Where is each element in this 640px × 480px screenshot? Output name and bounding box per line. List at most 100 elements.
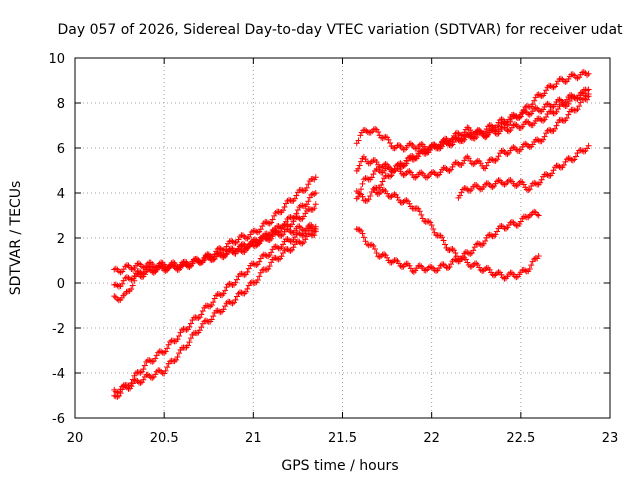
x-tick-label: 22.5 bbox=[506, 431, 535, 446]
data-point-marker bbox=[275, 256, 282, 263]
data-point-marker bbox=[367, 129, 374, 136]
data-point-marker bbox=[266, 252, 273, 259]
data-point-marker bbox=[449, 163, 456, 170]
data-point-marker bbox=[379, 135, 386, 142]
y-tick-label: -2 bbox=[52, 322, 65, 337]
data-point-marker bbox=[410, 269, 417, 276]
data-point-marker bbox=[410, 174, 417, 181]
data-point-marker bbox=[468, 263, 475, 270]
data-point-marker bbox=[394, 194, 401, 201]
data-point-marker bbox=[492, 231, 499, 238]
data-point-marker bbox=[131, 277, 138, 284]
data-point-marker bbox=[452, 134, 459, 141]
data-point-marker bbox=[513, 274, 520, 281]
data-point-marker bbox=[283, 200, 290, 207]
data-point-marker bbox=[288, 221, 295, 228]
data-point-marker bbox=[293, 192, 300, 199]
data-point-marker bbox=[156, 367, 163, 374]
data-point-marker bbox=[563, 114, 570, 121]
data-point-marker bbox=[468, 249, 475, 256]
data-point-marker bbox=[442, 164, 449, 171]
data-point-marker bbox=[437, 169, 444, 176]
data-point-marker bbox=[485, 180, 492, 187]
data-point-marker bbox=[526, 212, 533, 219]
data-point-marker bbox=[476, 185, 483, 192]
data-point-marker bbox=[187, 335, 194, 342]
data-point-marker bbox=[128, 276, 135, 283]
data-point-marker bbox=[149, 358, 156, 365]
data-point-marker bbox=[416, 208, 423, 215]
data-point-marker bbox=[278, 253, 285, 260]
data-point-marker bbox=[147, 374, 154, 381]
data-point-marker bbox=[393, 257, 399, 264]
data-point-marker bbox=[359, 230, 366, 237]
data-point-marker bbox=[152, 371, 159, 378]
data-point-marker bbox=[137, 369, 144, 376]
data-point-marker bbox=[550, 167, 557, 174]
data-point-marker bbox=[537, 179, 544, 186]
data-point-marker bbox=[379, 178, 386, 185]
data-point-marker bbox=[241, 271, 248, 278]
data-point-marker bbox=[552, 101, 559, 108]
data-point-marker bbox=[162, 267, 169, 274]
data-point-marker bbox=[122, 263, 129, 270]
data-point-marker bbox=[303, 201, 310, 208]
data-point-marker bbox=[550, 84, 557, 91]
data-point-marker bbox=[187, 320, 194, 327]
data-point-marker bbox=[140, 376, 147, 383]
data-point-marker bbox=[162, 348, 169, 355]
data-point-marker bbox=[286, 196, 292, 203]
data-point-marker bbox=[208, 302, 215, 309]
series-track-m bbox=[455, 142, 592, 201]
data-point-marker bbox=[505, 116, 512, 123]
data-point-marker bbox=[284, 246, 291, 253]
data-point-marker bbox=[365, 196, 372, 203]
data-point-marker bbox=[268, 259, 275, 266]
data-point-marker bbox=[473, 181, 480, 188]
data-point-marker bbox=[278, 244, 285, 251]
data-point-marker bbox=[397, 262, 404, 269]
data-point-marker bbox=[517, 178, 524, 185]
data-point-marker bbox=[256, 273, 263, 280]
x-tick-label: 20.5 bbox=[150, 431, 179, 446]
data-point-marker bbox=[186, 323, 193, 330]
data-point-marker bbox=[501, 181, 508, 188]
data-point-marker bbox=[540, 136, 547, 143]
data-point-marker bbox=[251, 243, 258, 250]
x-tick-label: 22 bbox=[423, 431, 440, 446]
data-point-marker bbox=[425, 218, 432, 225]
data-point-marker bbox=[373, 249, 380, 256]
y-tick-label: 4 bbox=[57, 187, 65, 202]
data-point-marker bbox=[385, 136, 392, 143]
data-point-marker bbox=[500, 147, 506, 154]
x-tick-label: 20 bbox=[67, 431, 84, 446]
data-point-marker bbox=[364, 175, 371, 182]
data-point-marker bbox=[562, 158, 569, 165]
data-point-marker bbox=[222, 303, 229, 310]
data-point-marker bbox=[358, 186, 365, 193]
data-point-marker bbox=[244, 268, 251, 275]
data-point-marker bbox=[211, 295, 218, 302]
series-track-k bbox=[353, 208, 542, 276]
series-track-h bbox=[353, 68, 592, 154]
data-point-marker bbox=[367, 160, 374, 167]
data-point-marker bbox=[312, 190, 319, 196]
data-point-marker bbox=[280, 241, 287, 248]
data-point-marker bbox=[278, 225, 285, 232]
data-point-marker bbox=[360, 234, 367, 241]
data-point-marker bbox=[269, 216, 276, 223]
data-point-marker bbox=[526, 103, 533, 110]
data-point-marker bbox=[546, 126, 553, 133]
data-point-marker bbox=[291, 234, 298, 241]
data-point-marker bbox=[357, 132, 364, 139]
data-point-marker bbox=[306, 206, 313, 213]
data-point-marker bbox=[547, 82, 554, 89]
data-point-marker bbox=[312, 174, 319, 181]
data-point-marker bbox=[401, 171, 408, 178]
data-point-marker bbox=[563, 156, 570, 163]
data-point-marker bbox=[375, 129, 382, 136]
data-point-marker bbox=[305, 181, 312, 188]
data-point-marker bbox=[416, 262, 423, 269]
data-point-marker bbox=[407, 265, 414, 272]
data-point-marker bbox=[507, 177, 514, 184]
